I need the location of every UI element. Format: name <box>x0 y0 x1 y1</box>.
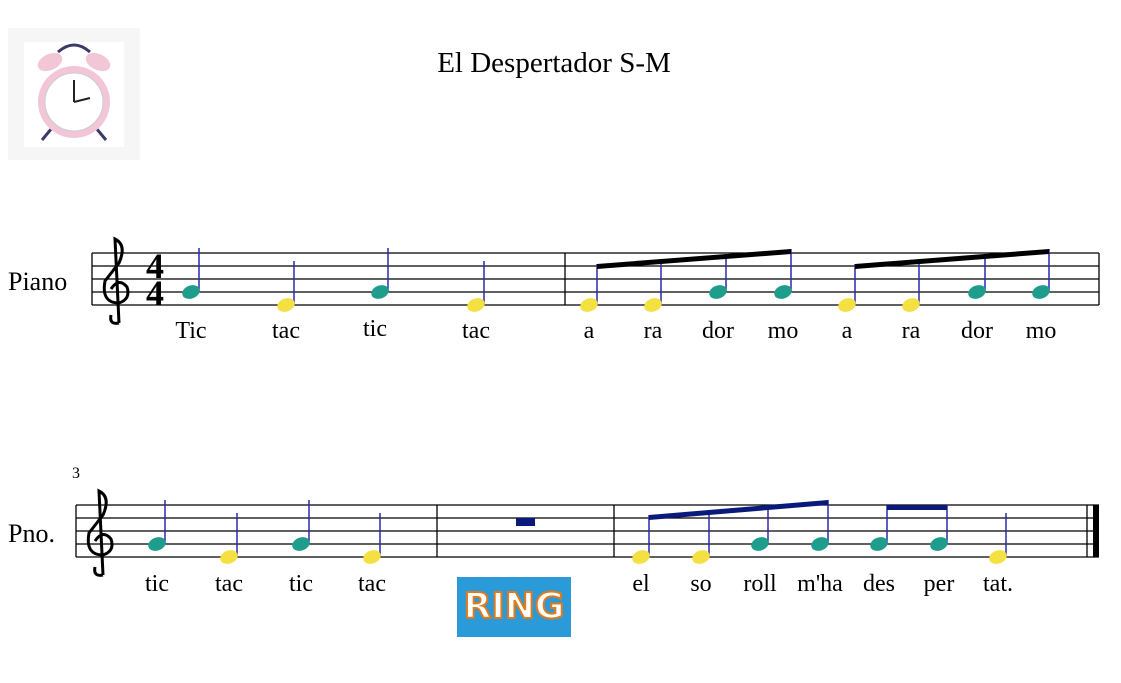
lyric: tac <box>272 318 300 344</box>
note-head <box>467 298 485 312</box>
note-head <box>838 298 856 312</box>
beam <box>649 500 828 520</box>
note-head <box>870 537 888 551</box>
note-head <box>709 285 727 299</box>
lyric: dor <box>961 318 993 344</box>
ring-image: RING <box>457 577 571 637</box>
note-head <box>774 285 792 299</box>
note-head <box>148 537 166 551</box>
note-head <box>644 298 662 312</box>
lyric: tat. <box>983 571 1013 597</box>
lyric: mo <box>768 318 799 344</box>
lyric: tic <box>363 316 387 342</box>
rest <box>516 518 535 526</box>
time-signature: 4 <box>146 273 164 313</box>
instrument-label: Piano <box>8 267 67 296</box>
note-head <box>692 550 710 564</box>
lyric: mo <box>1026 318 1057 344</box>
beam <box>855 249 1049 269</box>
note-head <box>632 550 650 564</box>
clock-image <box>8 28 140 160</box>
beam <box>887 505 947 510</box>
lyric: m'ha <box>797 571 843 597</box>
lyric: tic <box>289 571 313 597</box>
lyric: dor <box>702 318 734 344</box>
lyric: tac <box>215 571 243 597</box>
note-head <box>277 298 295 312</box>
lyric: Tic <box>175 318 206 344</box>
beam <box>597 249 791 269</box>
lyric: so <box>690 571 711 597</box>
note-head <box>363 550 381 564</box>
note-head <box>220 550 238 564</box>
lyric: roll <box>743 571 777 597</box>
lyric: ra <box>644 318 663 344</box>
instrument-label: Pno. <box>8 519 55 548</box>
lyric: a <box>842 318 853 344</box>
note-head <box>1032 285 1050 299</box>
lyric: per <box>924 571 955 597</box>
title: El Despertador S-M <box>437 47 671 79</box>
treble-clef <box>102 236 130 325</box>
lyric: tac <box>358 571 386 597</box>
lyric: tac <box>462 318 490 344</box>
note-head <box>580 298 598 312</box>
final-barline <box>1093 505 1099 557</box>
note-head <box>292 537 310 551</box>
note-head <box>968 285 986 299</box>
note-head <box>811 537 829 551</box>
note-head <box>902 298 920 312</box>
note-head <box>371 285 389 299</box>
image-text: RING <box>464 586 565 627</box>
lyric: ra <box>902 318 921 344</box>
note-head <box>751 537 769 551</box>
lyric: el <box>632 571 650 597</box>
treble-clef <box>86 488 114 577</box>
measure-number: 3 <box>72 465 80 482</box>
note-head <box>930 537 948 551</box>
lyric: des <box>863 571 895 597</box>
lyric: tic <box>145 571 169 597</box>
note-head <box>989 550 1007 564</box>
music: Tic tac tic tac a ra dor mo a ra dor mo tic tac tic tac… <box>75 236 1100 597</box>
note-head <box>182 285 200 299</box>
lyric: a <box>584 318 595 344</box>
